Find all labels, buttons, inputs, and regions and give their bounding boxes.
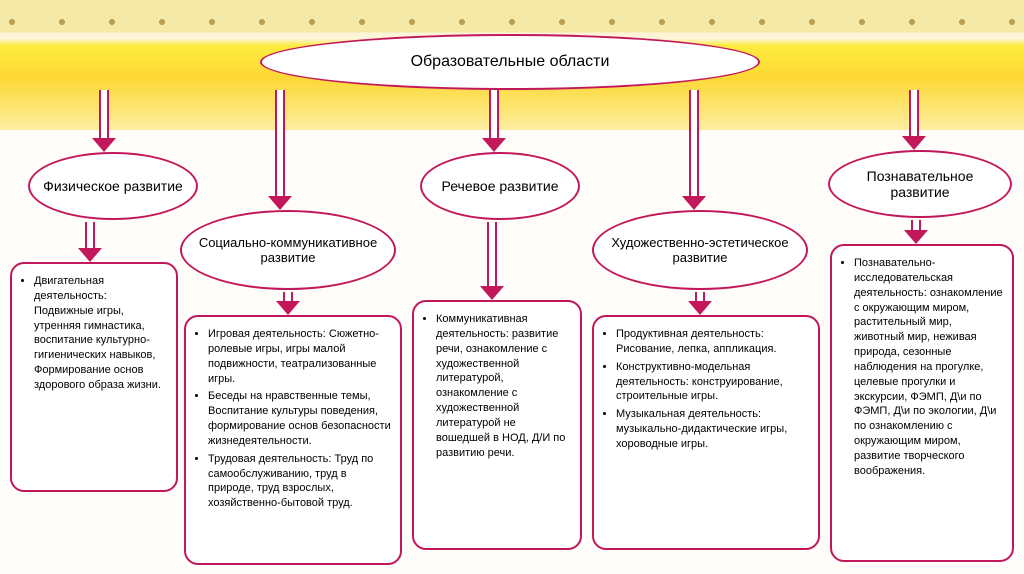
detail-box-art-box: Продуктивная деятельность: Рисование, ле… [592, 315, 820, 550]
detail-item: Двигательная деятельность: Подвижные игр… [34, 274, 168, 393]
detail-item: Музыкальная деятельность: музыкально-дид… [616, 407, 810, 452]
arrow [682, 90, 706, 210]
detail-item: Коммуникативная деятельность: развитие р… [436, 312, 572, 460]
detail-item: Игровая деятельность: Сюжетно-ролевые иг… [208, 327, 392, 386]
category-label: Познавательное развитие [830, 164, 1010, 204]
arrow [482, 90, 506, 152]
detail-list: Игровая деятельность: Сюжетно-ролевые иг… [194, 327, 392, 511]
detail-item: Трудовая деятельность: Труд по самообслу… [208, 452, 392, 511]
arrow [276, 292, 300, 315]
root-label: Образовательные области [401, 49, 620, 75]
detail-box-phys-box: Двигательная деятельность: Подвижные игр… [10, 262, 178, 492]
category-node-social: Социально-коммуникативное развитие [180, 210, 396, 290]
arrow [78, 222, 102, 262]
category-label: Речевое развитие [432, 174, 569, 198]
arrow [92, 90, 116, 152]
arrow [904, 220, 928, 244]
detail-list: Познавательно-исследовательская деятельн… [840, 256, 1004, 479]
detail-item: Познавательно-исследовательская деятельн… [854, 256, 1004, 479]
detail-list: Продуктивная деятельность: Рисование, ле… [602, 327, 810, 452]
arrow [688, 292, 712, 315]
category-label: Физическое развитие [33, 174, 193, 198]
detail-list: Коммуникативная деятельность: развитие р… [422, 312, 572, 460]
category-node-phys: Физическое развитие [28, 152, 198, 220]
detail-box-speech-box: Коммуникативная деятельность: развитие р… [412, 300, 582, 550]
arrow [902, 90, 926, 150]
arrow [268, 90, 292, 210]
detail-list: Двигательная деятельность: Подвижные игр… [20, 274, 168, 393]
detail-item: Конструктивно-модельная деятельность: ко… [616, 360, 810, 405]
root-node: Образовательные области [260, 34, 760, 90]
category-node-speech: Речевое развитие [420, 152, 580, 220]
detail-box-cogn-box: Познавательно-исследовательская деятельн… [830, 244, 1014, 562]
category-label: Социально-коммуникативное развитие [182, 231, 394, 269]
category-node-cogn: Познавательное развитие [828, 150, 1012, 218]
category-node-art: Художественно-эстетическое развитие [592, 210, 808, 290]
arrow [480, 222, 504, 300]
detail-item: Беседы на нравственные темы, Воспитание … [208, 389, 392, 448]
detail-box-social-box: Игровая деятельность: Сюжетно-ролевые иг… [184, 315, 402, 565]
category-label: Художественно-эстетическое развитие [594, 231, 806, 269]
detail-item: Продуктивная деятельность: Рисование, ле… [616, 327, 810, 357]
